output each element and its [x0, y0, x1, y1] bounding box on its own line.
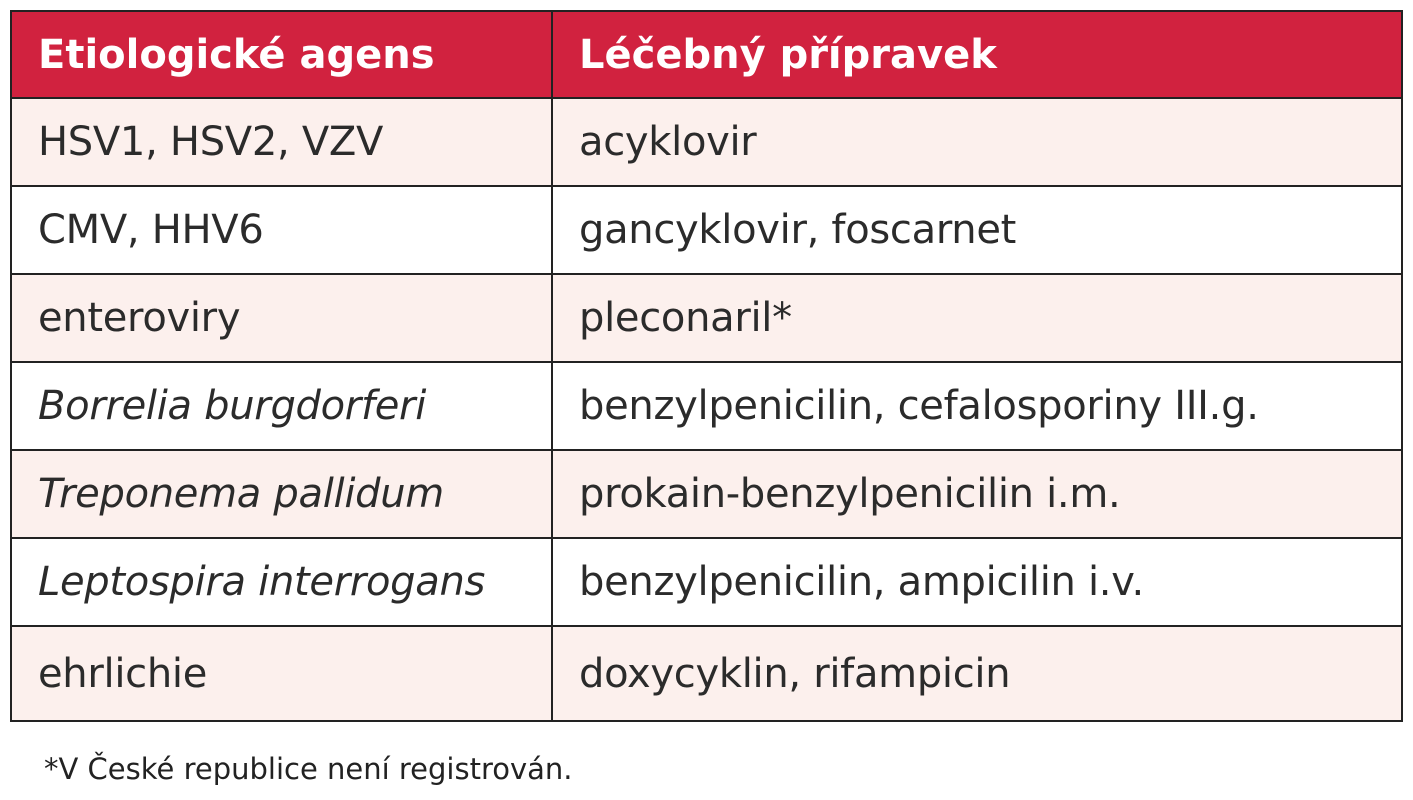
header-cell: Léčebný přípravek [551, 10, 1403, 99]
table-row: ehrlichie doxycyklin, rifampicin [10, 625, 1403, 722]
table-cell: benzylpenicilin, cefalosporiny III.g. [551, 361, 1403, 451]
table-cell: Treponema pallidum [10, 449, 553, 539]
header-row: Etiologické agens Léčebný přípravek [10, 10, 1403, 99]
header-cell: Etiologické agens [10, 10, 553, 99]
table-cell: ehrlichie [10, 625, 553, 722]
table-cell: gancyklovir, foscarnet [551, 185, 1403, 275]
table-cell: doxycyklin, rifampicin [551, 625, 1403, 722]
table-cell: HSV1, HSV2, VZV [10, 97, 553, 187]
table-row: Leptospira interrogans benzylpenicilin, a… [10, 537, 1403, 627]
table-body: HSV1, HSV2, VZV acyklovir CMV, HHV6 gancykl… [10, 97, 1403, 722]
footnote: *V České republice není registrován. [44, 752, 573, 786]
table-row: Borrelia burgdorferi benzylpenicilin, cef… [10, 361, 1403, 451]
table-cell: Leptospira interrogans [10, 537, 553, 627]
table-row: CMV, HHV6 gancyklovir, foscarnet [10, 185, 1403, 275]
table-cell: pleconaril* [551, 273, 1403, 363]
table-cell: enteroviry [10, 273, 553, 363]
table-cell: benzylpenicilin, ampicilin i.v. [551, 537, 1403, 627]
table-cell: CMV, HHV6 [10, 185, 553, 275]
table-cell: Borrelia burgdorferi [10, 361, 553, 451]
table-cell: acyklovir [551, 97, 1403, 187]
table-row: HSV1, HSV2, VZV acyklovir [10, 97, 1403, 187]
table-row: enteroviry pleconaril* [10, 273, 1403, 363]
table-row: Treponema pallidum prokain-benzylpenicili… [10, 449, 1403, 539]
treatment-table: Etiologické agens Léčebný přípravek HSV1,… [10, 10, 1403, 722]
table-cell: prokain-benzylpenicilin i.m. [551, 449, 1403, 539]
